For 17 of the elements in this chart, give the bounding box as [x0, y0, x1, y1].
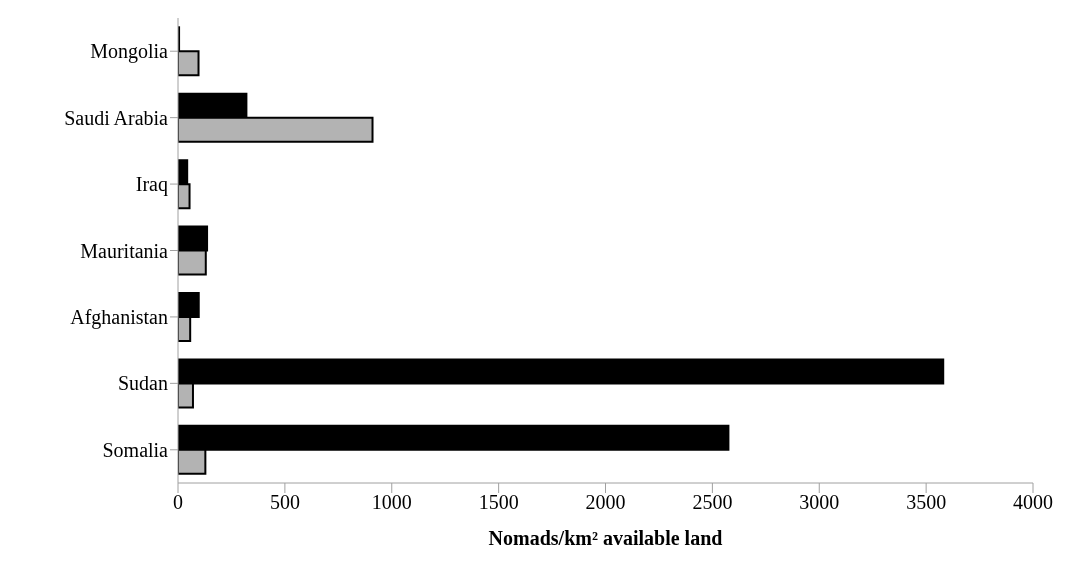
x-axis-title: Nomads/km² available land — [488, 527, 723, 550]
x-tick-label: 2500 — [692, 491, 733, 514]
x-tick-label: 4000 — [1013, 491, 1053, 514]
y-tick-label: Afghanistan — [70, 306, 168, 330]
x-tick-label: 3000 — [799, 491, 840, 514]
y-tick-label: Saudi Arabia — [64, 106, 169, 129]
x-tick-label: 500 — [269, 491, 300, 514]
y-tick-label: Mauritania — [80, 239, 169, 262]
x-tick-label: 2000 — [585, 491, 626, 514]
x-tick-label: 3500 — [906, 491, 947, 514]
y-tick-label: Iraq — [135, 173, 168, 197]
y-tick-label: Mongolia — [90, 40, 169, 64]
x-tick-label: 1500 — [478, 491, 519, 514]
x-tick-label: 0 — [173, 491, 183, 514]
x-tick-label: 1000 — [371, 491, 412, 514]
y-tick-label: Somalia — [102, 438, 169, 461]
y-tick-label: Sudan — [118, 372, 168, 395]
